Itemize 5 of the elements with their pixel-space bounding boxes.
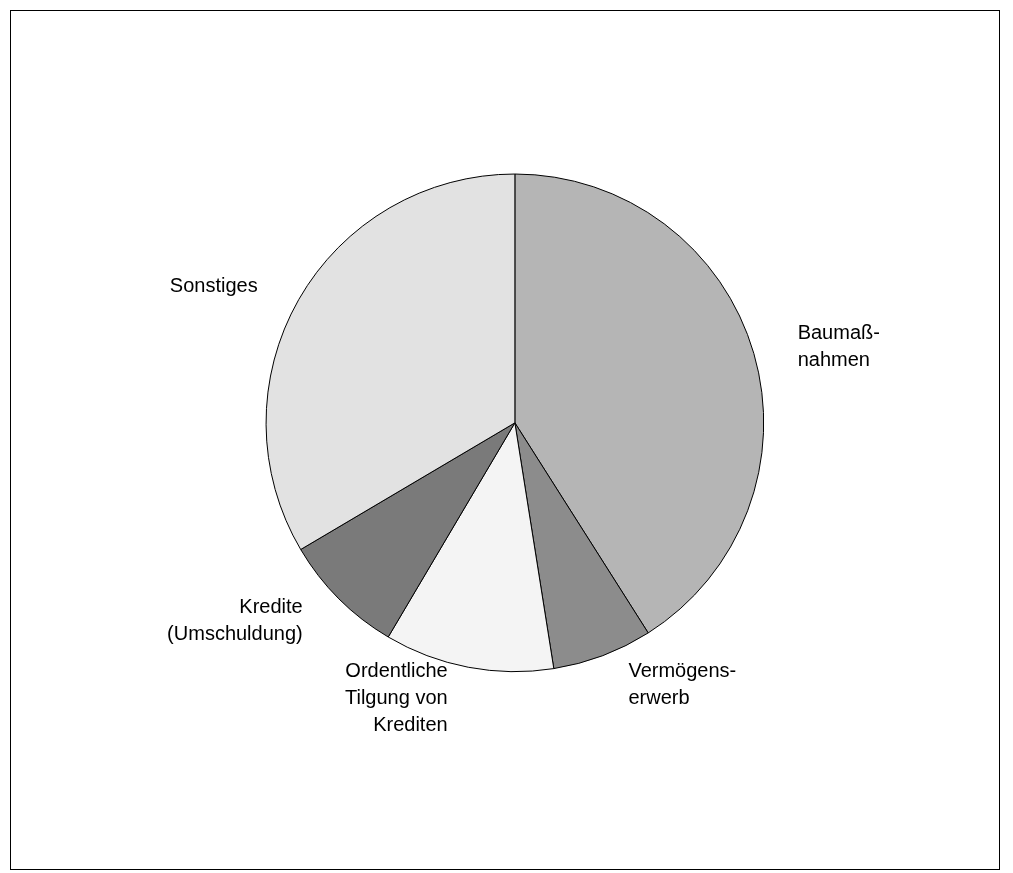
slice-label: Sonstiges	[169, 273, 258, 296]
slice-label: Baumaß- nahmen	[797, 320, 880, 370]
slice-label: Ordentliche Tilgung von Krediten	[344, 658, 448, 735]
slice-label: Kredite (Umschuldung)	[167, 595, 303, 645]
slice-label: Vermögens- erwerb	[628, 659, 737, 709]
